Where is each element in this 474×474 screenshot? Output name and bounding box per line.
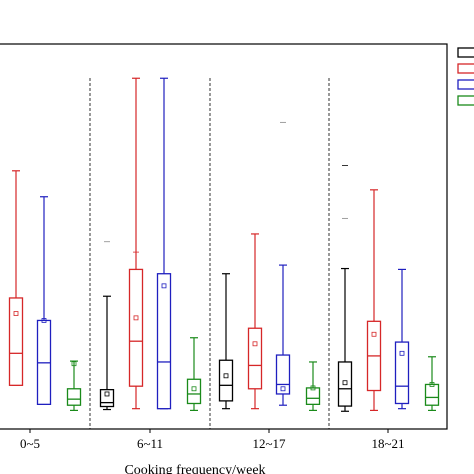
box-s2-0~5-mean-marker [13, 311, 19, 316]
box-s4-0~5-mean-marker [71, 361, 77, 367]
legend-swatch-1 [457, 47, 474, 58]
box-s4-12~17-iqr-box [305, 387, 321, 406]
x-tick-label-4: 18~21 [371, 436, 404, 451]
box-s2-12~17-mean-marker [252, 341, 258, 347]
box-s4-18~21-mean-marker [429, 382, 435, 387]
box-s2-18~21-mean-marker [371, 331, 377, 337]
box-s2-12~17-iqr-box [247, 327, 263, 390]
box-s4-0~5-iqr-box [66, 388, 82, 406]
box-s1-12~17-iqr-box [218, 359, 234, 402]
box-s3-18~21-iqr-box [394, 341, 410, 405]
box-s2-0~5-iqr-box [8, 297, 24, 386]
box-s4-6~11-iqr-box [186, 378, 202, 405]
box-s3-6~11-iqr-box [156, 273, 172, 410]
box-s4-6~11-mean-marker [191, 386, 197, 392]
box-s2-6~11-iqr-box [128, 268, 144, 387]
box-s1-18~21-mean-marker [342, 380, 348, 386]
box-s1-12~17-mean-marker [223, 373, 229, 379]
legend-swatch-2 [457, 63, 474, 74]
box-s3-0~5-mean-marker [41, 318, 47, 323]
box-s3-12~17-iqr-box [275, 354, 291, 395]
box-s2-6~11-mean-marker [133, 315, 139, 321]
x-axis-title: Cooking frequency/week [124, 463, 265, 474]
x-tick-label-3: 12~17 [252, 436, 286, 451]
legend-swatch-3 [457, 79, 474, 90]
box-s3-6~11-mean-marker [161, 283, 167, 289]
x-tick-label-2: 6~11 [137, 436, 163, 451]
box-s3-12~17-mean-marker [280, 386, 286, 392]
box-s1-6~11-mean-marker [104, 391, 110, 397]
box-s4-18~21-iqr-box [424, 383, 440, 406]
x-tick-label-1: 0~5 [20, 436, 40, 451]
box-s3-18~21-mean-marker [399, 350, 405, 356]
legend-swatch-4 [457, 95, 474, 106]
box-s1-18~21-iqr-box [337, 361, 353, 407]
plot-frame [0, 43, 448, 430]
box-s4-12~17-mean-marker [310, 385, 316, 391]
